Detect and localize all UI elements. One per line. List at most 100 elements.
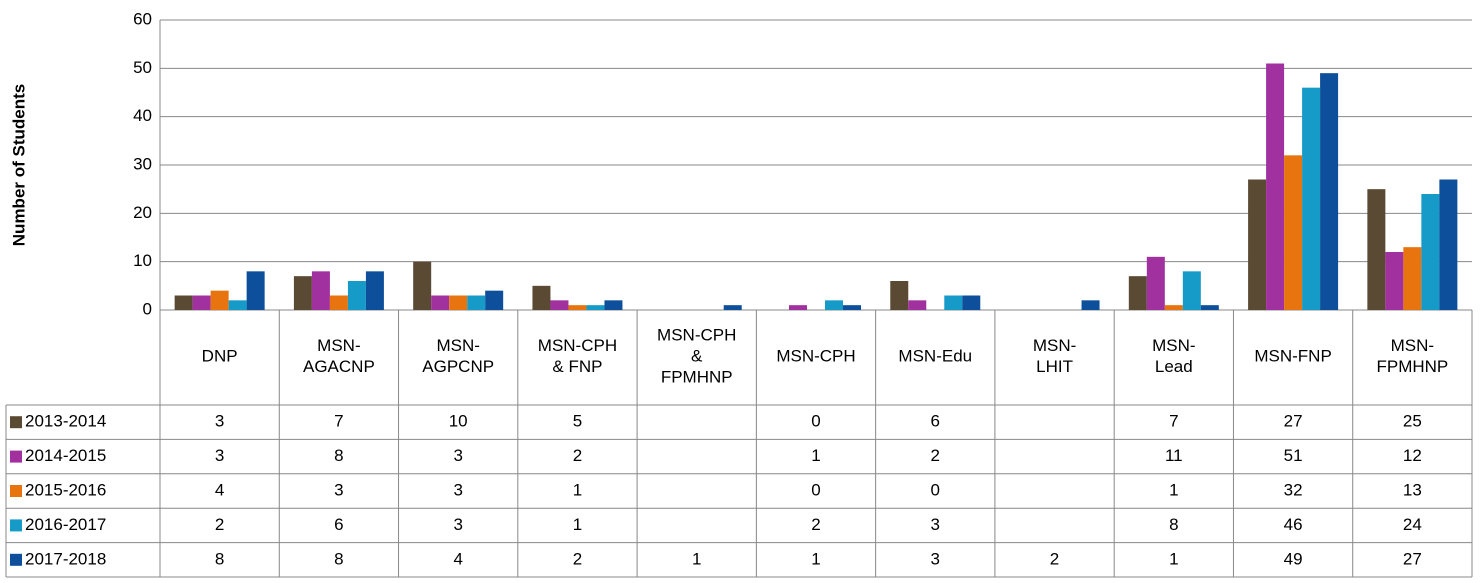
y-tick-label: 50 — [133, 58, 152, 77]
table-value: 7 — [1169, 412, 1178, 431]
x-tick-label: DNP — [202, 347, 238, 366]
table-value: 8 — [334, 549, 343, 568]
table-value: 2 — [573, 446, 582, 465]
table-value: 5 — [573, 412, 582, 431]
table-value: 0 — [811, 412, 820, 431]
y-tick-label: 20 — [133, 203, 152, 222]
bar — [1320, 73, 1339, 311]
table-value: 51 — [1284, 446, 1303, 465]
bar — [174, 295, 193, 310]
bar — [1403, 247, 1422, 310]
table-value: 11 — [1165, 446, 1183, 465]
table-value: 1 — [1169, 549, 1178, 568]
bar — [347, 281, 366, 310]
bar — [293, 276, 312, 310]
bar — [890, 281, 909, 310]
x-tick-label: MSN-FPMHNP — [1376, 336, 1448, 376]
legend-swatch — [10, 519, 22, 532]
bar — [604, 300, 623, 310]
table-value: 10 — [449, 412, 468, 431]
bar — [908, 300, 927, 310]
table-value: 3 — [453, 446, 462, 465]
table-value: 24 — [1403, 515, 1422, 534]
table-value: 0 — [811, 480, 820, 499]
bar — [449, 295, 468, 310]
y-tick-label: 40 — [133, 106, 152, 125]
legend-label: 2015-2016 — [25, 480, 106, 499]
table-value: 49 — [1284, 549, 1303, 568]
bar — [431, 295, 450, 310]
bar — [1284, 155, 1303, 310]
bar — [311, 271, 330, 310]
bar — [1421, 194, 1440, 310]
bar — [1367, 189, 1386, 310]
y-axis-label: Number of Students — [9, 84, 28, 246]
bar — [550, 300, 569, 310]
table-value: 8 — [1169, 515, 1178, 534]
legend-swatch — [10, 553, 22, 566]
bar — [843, 305, 861, 310]
table-value: 3 — [215, 446, 224, 465]
bar — [413, 261, 432, 310]
table-value: 1 — [811, 446, 820, 465]
table-value: 1 — [573, 480, 582, 499]
bar — [1439, 179, 1458, 310]
y-tick-label: 30 — [133, 154, 152, 173]
table-value: 1 — [1169, 480, 1178, 499]
bar — [192, 295, 211, 310]
bar — [1164, 305, 1183, 310]
table-value: 4 — [453, 549, 462, 568]
table-value: 8 — [215, 549, 224, 568]
table-value: 3 — [215, 412, 224, 431]
bar — [210, 290, 229, 310]
table-value: 3 — [453, 515, 462, 534]
bar — [1182, 271, 1201, 310]
table-value: 8 — [334, 446, 343, 465]
bar — [568, 305, 587, 310]
legend-swatch — [10, 485, 22, 497]
table-value: 3 — [453, 480, 462, 499]
x-tick-label: MSN-CPH — [776, 347, 855, 366]
table-value: 27 — [1284, 412, 1303, 431]
bar — [1081, 300, 1100, 310]
bar — [723, 305, 742, 310]
y-tick-label: 10 — [133, 251, 152, 270]
bar — [825, 300, 843, 310]
legend-swatch — [10, 416, 22, 429]
bar — [467, 295, 486, 310]
table-value: 3 — [931, 549, 940, 568]
table-value: 3 — [931, 515, 940, 534]
legend-swatch — [10, 450, 22, 463]
table-value: 7 — [334, 412, 343, 431]
table-value: 4 — [215, 480, 224, 499]
table-value: 6 — [334, 515, 343, 534]
bar — [789, 305, 807, 310]
table-value: 32 — [1284, 480, 1303, 499]
bar — [365, 271, 384, 310]
x-tick-label: MSN-LHIT — [1033, 336, 1076, 376]
table-value: 27 — [1403, 549, 1422, 568]
table-value: 2 — [573, 549, 582, 568]
legend-label: 2016-2017 — [25, 515, 106, 534]
table-value: 0 — [931, 480, 940, 499]
table-value: 13 — [1403, 480, 1422, 499]
table-value: 2 — [1050, 549, 1059, 568]
legend-label: 2014-2015 — [25, 446, 106, 465]
table-value: 3 — [334, 480, 343, 499]
table-value: 2 — [811, 515, 820, 534]
x-tick-label: MSN-AGACNP — [303, 336, 375, 376]
y-tick-label: 60 — [133, 9, 152, 28]
bar — [1200, 305, 1219, 310]
legend-label: 2017-2018 — [25, 549, 106, 568]
bar — [228, 300, 247, 310]
x-tick-label: MSN-AGPCNP — [422, 336, 494, 376]
bar — [329, 295, 348, 310]
bar — [485, 290, 504, 310]
bar — [586, 305, 605, 310]
bar — [1128, 276, 1147, 310]
x-tick-label: MSN-CPH & FPMHNP — [657, 326, 736, 387]
x-tick-label: MSN-CPH & FNP — [538, 336, 617, 376]
bar — [246, 271, 265, 310]
bar — [962, 295, 981, 310]
bar — [1248, 179, 1267, 310]
